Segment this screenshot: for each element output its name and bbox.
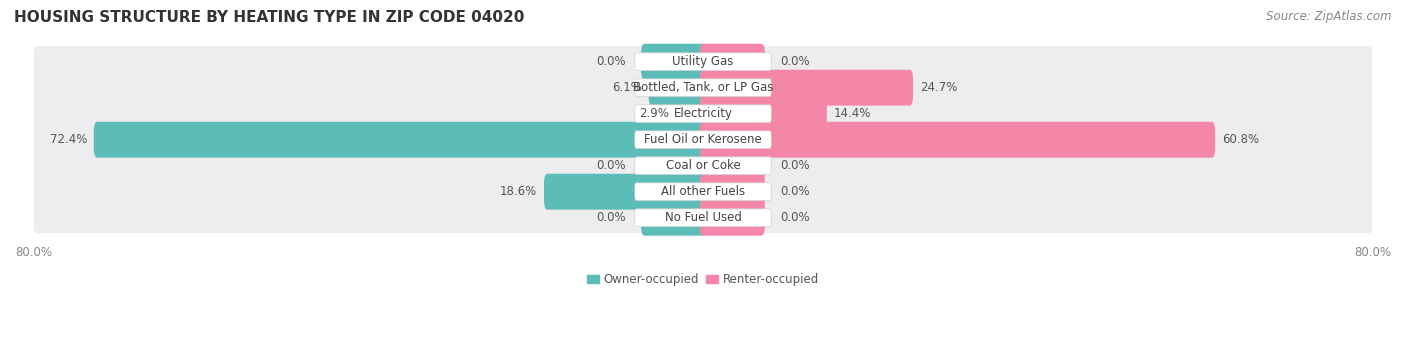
- FancyBboxPatch shape: [634, 79, 772, 97]
- Text: 24.7%: 24.7%: [920, 81, 957, 94]
- Text: Fuel Oil or Kerosene: Fuel Oil or Kerosene: [644, 133, 762, 146]
- FancyBboxPatch shape: [648, 70, 706, 106]
- FancyBboxPatch shape: [34, 98, 1372, 129]
- FancyBboxPatch shape: [634, 209, 772, 226]
- Text: 0.0%: 0.0%: [596, 55, 626, 68]
- FancyBboxPatch shape: [641, 44, 706, 80]
- FancyBboxPatch shape: [700, 122, 1215, 158]
- Text: 72.4%: 72.4%: [49, 133, 87, 146]
- FancyBboxPatch shape: [700, 148, 765, 184]
- FancyBboxPatch shape: [34, 176, 1372, 207]
- Text: 0.0%: 0.0%: [780, 159, 810, 172]
- FancyBboxPatch shape: [634, 53, 772, 70]
- Text: 18.6%: 18.6%: [501, 185, 537, 198]
- Text: 0.0%: 0.0%: [596, 159, 626, 172]
- Legend: Owner-occupied, Renter-occupied: Owner-occupied, Renter-occupied: [582, 269, 824, 291]
- FancyBboxPatch shape: [34, 72, 1372, 103]
- FancyBboxPatch shape: [34, 202, 1372, 233]
- Text: HOUSING STRUCTURE BY HEATING TYPE IN ZIP CODE 04020: HOUSING STRUCTURE BY HEATING TYPE IN ZIP…: [14, 10, 524, 25]
- Text: 0.0%: 0.0%: [596, 211, 626, 224]
- Text: 0.0%: 0.0%: [780, 185, 810, 198]
- FancyBboxPatch shape: [641, 200, 706, 236]
- FancyBboxPatch shape: [675, 96, 706, 132]
- Text: 6.1%: 6.1%: [612, 81, 643, 94]
- FancyBboxPatch shape: [544, 174, 706, 210]
- Text: Utility Gas: Utility Gas: [672, 55, 734, 68]
- Text: 0.0%: 0.0%: [780, 55, 810, 68]
- FancyBboxPatch shape: [700, 96, 827, 132]
- Text: 14.4%: 14.4%: [834, 107, 870, 120]
- Text: 60.8%: 60.8%: [1222, 133, 1258, 146]
- FancyBboxPatch shape: [641, 148, 706, 184]
- FancyBboxPatch shape: [634, 157, 772, 174]
- FancyBboxPatch shape: [34, 124, 1372, 155]
- FancyBboxPatch shape: [634, 183, 772, 201]
- FancyBboxPatch shape: [700, 44, 765, 80]
- Text: Source: ZipAtlas.com: Source: ZipAtlas.com: [1267, 10, 1392, 23]
- Text: Electricity: Electricity: [673, 107, 733, 120]
- Text: Bottled, Tank, or LP Gas: Bottled, Tank, or LP Gas: [633, 81, 773, 94]
- Text: No Fuel Used: No Fuel Used: [665, 211, 741, 224]
- FancyBboxPatch shape: [34, 46, 1372, 77]
- Text: 2.9%: 2.9%: [638, 107, 669, 120]
- FancyBboxPatch shape: [700, 70, 912, 106]
- FancyBboxPatch shape: [634, 131, 772, 149]
- FancyBboxPatch shape: [34, 150, 1372, 181]
- FancyBboxPatch shape: [94, 122, 706, 158]
- FancyBboxPatch shape: [634, 105, 772, 122]
- Text: Coal or Coke: Coal or Coke: [665, 159, 741, 172]
- FancyBboxPatch shape: [700, 174, 765, 210]
- FancyBboxPatch shape: [700, 200, 765, 236]
- Text: 0.0%: 0.0%: [780, 211, 810, 224]
- Text: All other Fuels: All other Fuels: [661, 185, 745, 198]
